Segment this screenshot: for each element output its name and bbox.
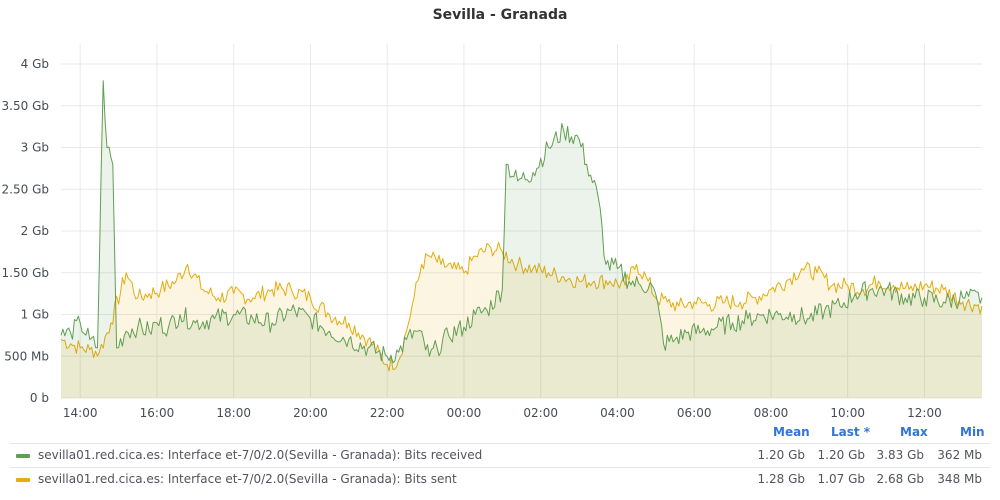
legend-table: Mean Last * Max Min sevilla01.red.cica.e…: [10, 421, 990, 491]
x-tick-label: 10:00: [830, 406, 865, 420]
series-color-swatch[interactable]: [16, 454, 30, 458]
legend-max-value: 2.68 Gb: [876, 472, 924, 486]
y-tick-label: 1.50 Gb: [2, 266, 49, 280]
legend-series-name[interactable]: sevilla01.red.cica.es: Interface et-7/0/…: [38, 448, 483, 462]
x-tick-label: 00:00: [447, 406, 482, 420]
y-tick-label: 1 Gb: [21, 308, 49, 322]
series-color-swatch[interactable]: [16, 478, 30, 482]
panel-title[interactable]: Sevilla - Granada: [432, 7, 568, 23]
x-tick-label: 02:00: [523, 406, 558, 420]
x-tick-label: 04:00: [600, 406, 635, 420]
legend-min-value: 362 Mb: [937, 448, 982, 462]
legend-header: Mean Last * Max Min: [10, 421, 990, 443]
sent-line: [60, 241, 983, 372]
chart-grid: [61, 44, 982, 399]
legend-series-name[interactable]: sevilla01.red.cica.es: Interface et-7/0/…: [38, 472, 457, 486]
legend-mean-value: 1.20 Gb: [757, 448, 805, 462]
x-tick-label: 22:00: [370, 406, 405, 420]
timeseries-chart: 0 b 500 Mb 1 Gb 1.50 Gb 2 Gb 2.50 Gb 3 Gb 3.50 …: [2, 44, 983, 420]
legend-min-value: 348 Mb: [937, 472, 982, 486]
x-tick-label: 12:00: [907, 406, 942, 420]
legend-col-min[interactable]: Min: [960, 425, 985, 439]
x-tick-label: 08:00: [754, 406, 789, 420]
legend-row-received[interactable]: sevilla01.red.cica.es: Interface et-7/0/…: [10, 443, 990, 467]
series-layer: [60, 80, 983, 398]
received-line: [60, 80, 983, 364]
legend-mean-value: 1.28 Gb: [757, 472, 805, 486]
x-tick-label: 16:00: [140, 406, 175, 420]
legend-col-last[interactable]: Last *: [831, 425, 871, 439]
legend-max-value: 3.83 Gb: [876, 448, 924, 462]
x-axis: 14:00 16:00 18:00 20:00 22:00 00:00 02:00 04:00…: [63, 406, 942, 420]
legend-last-value: 1.20 Gb: [817, 448, 865, 462]
y-tick-label: 3 Gb: [21, 141, 49, 155]
legend-col-mean[interactable]: Mean: [773, 425, 810, 439]
y-axis: 0 b 500 Mb 1 Gb 1.50 Gb 2 Gb 2.50 Gb 3 Gb 3.50 …: [2, 57, 49, 405]
y-tick-label: 0 b: [30, 391, 49, 405]
x-tick-label: 14:00: [63, 406, 98, 420]
x-tick-label: 20:00: [293, 406, 328, 420]
received-area: [61, 80, 982, 398]
y-tick-label: 4 Gb: [21, 57, 49, 71]
y-tick-label: 3.50 Gb: [2, 99, 49, 113]
y-tick-label: 2 Gb: [21, 224, 49, 238]
sent-area: [61, 242, 982, 398]
legend-row-sent[interactable]: sevilla01.red.cica.es: Interface et-7/0/…: [10, 467, 990, 491]
y-tick-label: 2.50 Gb: [2, 182, 49, 196]
x-tick-label: 18:00: [216, 406, 251, 420]
y-tick-label: 500 Mb: [4, 349, 49, 363]
x-tick-label: 06:00: [677, 406, 712, 420]
legend-last-value: 1.07 Gb: [817, 472, 865, 486]
legend-col-max[interactable]: Max: [900, 425, 928, 439]
